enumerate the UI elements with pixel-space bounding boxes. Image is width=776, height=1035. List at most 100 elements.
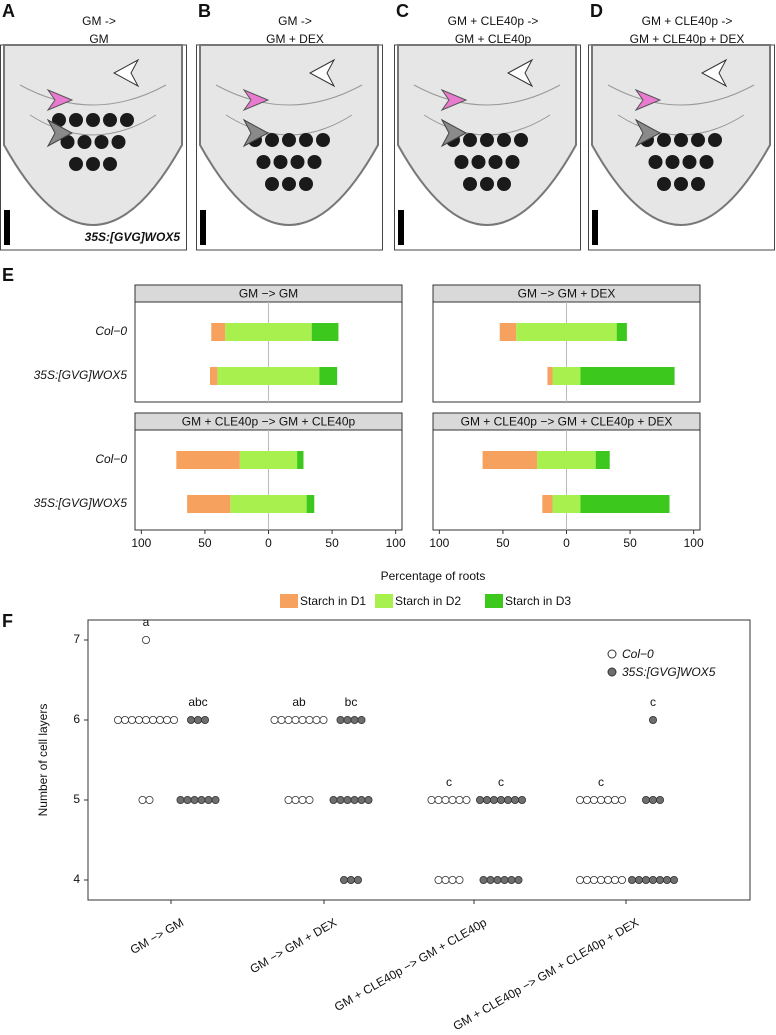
bar-segment [297, 451, 304, 469]
dot [204, 796, 213, 805]
dot [134, 716, 143, 725]
bar-segment [552, 495, 581, 513]
panel-label: A [2, 1, 15, 21]
starch-granule [282, 133, 296, 147]
bar-segment [306, 495, 315, 513]
x-tick-label: GM −> GM + DEX [247, 915, 339, 976]
dot [441, 876, 450, 885]
arrowhead-pink [46, 88, 74, 112]
dot [510, 796, 519, 805]
arrowhead-gray [242, 118, 270, 148]
starch-granule [657, 177, 671, 191]
bar-segment [211, 323, 226, 341]
dot [291, 716, 300, 725]
x-tick-label: 100 [684, 536, 704, 550]
scale-bar [398, 210, 404, 245]
facet-title: GM −> GM [239, 287, 298, 301]
starch-granule [111, 135, 126, 149]
starch-granule [505, 155, 520, 169]
dot [364, 796, 373, 805]
x-tick-label: 0 [563, 536, 570, 550]
dot [346, 876, 355, 885]
legend-label: Starch in D1 [300, 594, 366, 608]
dot [200, 716, 209, 725]
starch-granule [497, 133, 511, 147]
dot [127, 716, 136, 725]
bar-segment [311, 323, 339, 341]
root-cells [19, 84, 167, 136]
bar-segment [210, 367, 218, 385]
starch-granule [699, 155, 714, 169]
plot-frame [87, 619, 751, 901]
dot [455, 876, 464, 885]
panel-title: GM + CLE40p + DEX [630, 32, 745, 46]
dot [514, 876, 523, 885]
y-tick-label: 5 [73, 792, 80, 806]
significance-letter: c [446, 775, 452, 789]
dot [305, 716, 314, 725]
dot [583, 796, 592, 805]
bar-segment [225, 323, 312, 341]
legend-marker [607, 667, 617, 677]
bar-segment [176, 451, 240, 469]
panel-title: GM + CLE40p [455, 32, 532, 46]
x-tick-label: 50 [623, 536, 637, 550]
arrowhead-white [112, 58, 140, 88]
dot [604, 796, 613, 805]
dot [284, 716, 293, 725]
dot [489, 796, 498, 805]
starch-granule [691, 177, 705, 191]
arrowhead-gray [46, 118, 74, 148]
y-tick-label: 6 [73, 712, 80, 726]
bar-segment [499, 323, 517, 341]
significance-letter: c [498, 775, 504, 789]
starch-granule [77, 135, 92, 149]
dot [618, 876, 627, 885]
dot [336, 796, 345, 805]
bar-segment [217, 367, 320, 385]
dot [611, 876, 620, 885]
dot [649, 796, 658, 805]
dot [500, 876, 509, 885]
starch-granule [648, 155, 663, 169]
arrowhead-pink [634, 88, 662, 112]
dot [145, 796, 154, 805]
category-label: 35S:[GVG]WOX5 [34, 368, 128, 382]
x-tick-label: 50 [496, 536, 510, 550]
starch-granule [316, 133, 330, 147]
dot [635, 876, 644, 885]
dot [656, 876, 665, 885]
dot [114, 716, 123, 725]
panel-label: D [590, 1, 603, 21]
bar-segment [482, 451, 538, 469]
legend-label: Starch in D2 [395, 594, 461, 608]
panel-label: F [2, 611, 13, 631]
dot [576, 796, 585, 805]
dot [493, 876, 502, 885]
starch-granule [290, 155, 305, 169]
dot [590, 876, 599, 885]
starch-granule [86, 113, 100, 127]
dot [670, 876, 679, 885]
dot [155, 716, 164, 725]
x-tick-label: GM −> GM [128, 915, 186, 957]
starch-granule [463, 177, 477, 191]
bar-segment [547, 367, 553, 385]
dot [597, 876, 606, 885]
starch-granule [103, 113, 117, 127]
starch-granule [256, 155, 271, 169]
dot [597, 796, 606, 805]
dot [138, 796, 147, 805]
starch-granule [708, 133, 722, 147]
bar-segment [595, 451, 610, 469]
starch-granule [120, 113, 134, 127]
arrowhead-pink [440, 88, 468, 112]
dot [518, 796, 527, 805]
starch-granule [665, 155, 680, 169]
panel-label: E [2, 265, 14, 285]
dot [649, 716, 658, 725]
starch-granule [488, 155, 503, 169]
bar-segment [239, 451, 298, 469]
x-tick-label: 0 [265, 536, 272, 550]
significance-letter: abc [188, 695, 207, 709]
